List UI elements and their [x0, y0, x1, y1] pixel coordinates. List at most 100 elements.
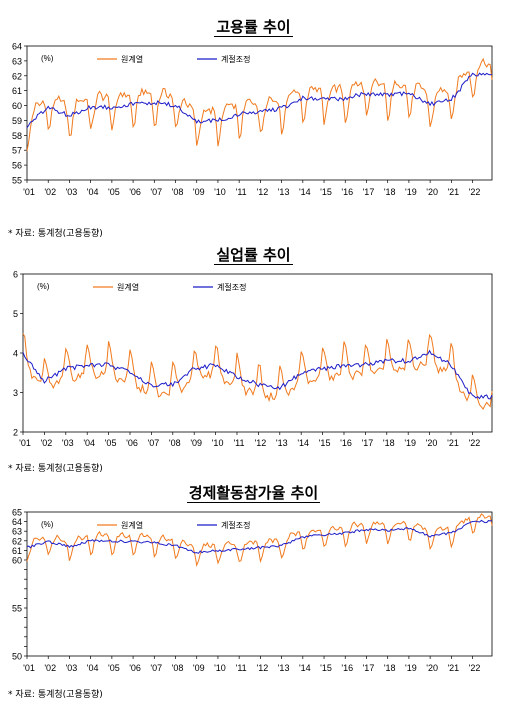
y-tick-label: 61 — [12, 86, 22, 96]
y-tick-label: 58 — [12, 131, 22, 141]
y-tick-label: 60 — [12, 101, 22, 111]
x-tick-label: '10 — [214, 663, 226, 673]
x-tick-label: '21 — [447, 187, 459, 197]
y-tick-label: 62 — [12, 71, 22, 81]
x-tick-label: '01 — [19, 438, 31, 448]
y-tick-label: 65 — [12, 508, 22, 518]
series-line-adjusted — [26, 72, 493, 129]
y-tick-label: 61 — [12, 546, 22, 556]
x-tick-label: '11 — [236, 187, 247, 197]
x-tick-label: '20 — [426, 438, 438, 448]
x-tick-label: '11 — [233, 438, 244, 448]
y-tick-label: 64 — [12, 42, 22, 52]
x-tick-label: '14 — [299, 663, 311, 673]
legend-label: 원계열 — [121, 520, 143, 530]
x-tick-label: '03 — [66, 663, 78, 673]
x-tick-label: '01 — [23, 187, 35, 197]
x-tick-label: '12 — [255, 438, 267, 448]
series-line-original — [22, 333, 493, 411]
x-tick-label: '06 — [129, 663, 141, 673]
x-tick-label: '14 — [297, 438, 309, 448]
x-tick-label: '19 — [405, 187, 417, 197]
x-tick-label: '17 — [363, 663, 375, 673]
x-tick-label: '15 — [320, 663, 332, 673]
x-tick-label: '13 — [276, 438, 288, 448]
y-tick-label: 50 — [12, 652, 22, 662]
y-tick-label: 6 — [13, 270, 18, 280]
x-tick-label: '12 — [257, 663, 269, 673]
y-tick-label: 56 — [12, 161, 22, 171]
y-tick-label: 57 — [12, 146, 22, 156]
series-line-original — [26, 513, 493, 567]
x-tick-label: '10 — [214, 187, 226, 197]
x-tick-label: '07 — [150, 187, 162, 197]
legend-label: 원계열 — [121, 54, 143, 64]
x-tick-label: '16 — [341, 663, 353, 673]
series-line-adjusted — [22, 349, 493, 400]
x-tick-label: '19 — [404, 438, 416, 448]
y-tick-label: 64 — [12, 517, 22, 527]
x-tick-label: '05 — [108, 187, 120, 197]
x-tick-label: '07 — [150, 663, 162, 673]
unemployment-rate-chart: 2 3 4 5 6 '01 '02 '03 '04 '05 '06 '07 '08 '09 '10 '11 '1… — [13, 270, 493, 448]
employment-rate-chart: 55 56 57 58 59 60 61 62 63 64 '01 '02 '03 '04 '05 '06 '0… — [12, 42, 493, 197]
x-tick-label: '12 — [257, 187, 269, 197]
legend-label: 계절조정 — [217, 282, 246, 292]
unit-label: (%) — [41, 54, 54, 63]
y-tick-label: 3 — [13, 388, 18, 398]
legend-label: 계절조정 — [221, 54, 250, 64]
y-tick-label: 63 — [12, 527, 22, 537]
x-tick-label: '22 — [469, 187, 481, 197]
x-tick-label: '05 — [105, 438, 117, 448]
x-tick-label: '18 — [383, 438, 395, 448]
source-note: * 자료: 통계청(고용동향) — [8, 690, 103, 700]
plot-frame — [26, 511, 493, 657]
source-note: * 자료: 통계청(고용동향) — [8, 229, 103, 239]
x-tick-label: '01 — [23, 663, 35, 673]
chart-title: 경제활동참가율 추이 — [186, 484, 321, 503]
y-tick-label: 55 — [12, 604, 22, 614]
series-line-adjusted — [26, 519, 493, 554]
x-tick-label: '08 — [172, 663, 184, 673]
x-tick-label: '17 — [363, 187, 375, 197]
x-tick-label: '10 — [212, 438, 224, 448]
x-tick-label: '19 — [405, 663, 417, 673]
x-tick-label: '02 — [41, 438, 53, 448]
legend-label: 계절조정 — [221, 520, 250, 530]
x-tick-label: '15 — [320, 187, 332, 197]
plot-frame — [26, 45, 493, 181]
y-tick-label: 60 — [12, 556, 22, 566]
x-tick-label: '06 — [129, 187, 141, 197]
x-tick-label: '06 — [126, 438, 138, 448]
x-tick-label: '08 — [172, 187, 184, 197]
x-tick-label: '13 — [278, 663, 290, 673]
x-tick-label: '02 — [44, 187, 56, 197]
x-tick-label: '16 — [340, 438, 352, 448]
x-tick-label: '13 — [278, 187, 290, 197]
x-tick-label: '02 — [44, 663, 56, 673]
x-tick-label: '16 — [341, 187, 353, 197]
x-tick-label: '20 — [426, 663, 438, 673]
y-tick-label: 55 — [12, 176, 22, 186]
x-tick-label: '09 — [193, 663, 205, 673]
x-tick-label: '07 — [148, 438, 160, 448]
unit-label: (%) — [41, 520, 54, 529]
y-tick-label: 63 — [12, 56, 22, 66]
x-tick-label: '04 — [87, 663, 99, 673]
plot-frame — [22, 273, 493, 433]
x-tick-label: '03 — [66, 187, 78, 197]
x-tick-label: '14 — [299, 187, 311, 197]
x-tick-label: '03 — [62, 438, 74, 448]
x-tick-label: '18 — [384, 663, 396, 673]
x-tick-label: '20 — [426, 187, 438, 197]
x-tick-label: '04 — [83, 438, 95, 448]
x-tick-label: '09 — [190, 438, 202, 448]
x-tick-label: '17 — [362, 438, 374, 448]
x-tick-label: '08 — [169, 438, 181, 448]
x-tick-label: '21 — [447, 663, 459, 673]
x-tick-label: '22 — [469, 438, 481, 448]
legend-label: 원계열 — [117, 282, 139, 292]
source-note: * 자료: 통계청(고용동향) — [8, 464, 103, 474]
chart-title: 실업률 추이 — [214, 246, 293, 265]
